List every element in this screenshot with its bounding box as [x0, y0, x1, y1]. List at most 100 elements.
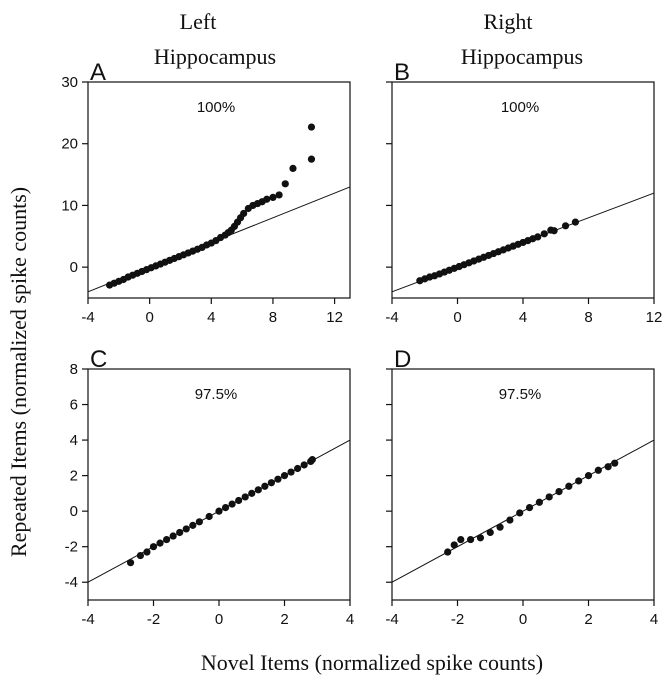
panel-c-point: [228, 500, 236, 508]
panel-d-x-tick-label: -2: [451, 611, 464, 628]
panel-d-point: [496, 523, 504, 531]
panel-c-point: [300, 461, 308, 469]
panel-c-point: [215, 507, 223, 515]
panel-c-point: [235, 496, 243, 505]
panel-c-x-tick-label: 2: [280, 611, 288, 628]
panel-c-point: [287, 468, 295, 476]
panel-a-x-tick-label: 0: [145, 309, 153, 326]
panel-c-point: [189, 521, 197, 529]
panel-d-point: [555, 488, 563, 496]
panel-a-x-tick-label: 8: [269, 309, 277, 326]
panel-c-y-tick-label: 0: [70, 503, 78, 520]
panel-c-point: [149, 543, 158, 551]
panel-a-x-tick-label: 12: [326, 309, 343, 326]
panel-c-point: [182, 525, 190, 533]
panel-d-point: [575, 477, 583, 485]
panel-c-point: [248, 489, 256, 497]
panel-b-x-tick-label: 8: [584, 309, 592, 326]
panel-d-point: [467, 535, 475, 544]
panel-c-point: [308, 456, 316, 464]
panel-d-point: [611, 459, 619, 467]
panel-a-point: [281, 180, 289, 188]
panel-c-y-tick-label: -4: [65, 574, 78, 591]
panel-d-point: [476, 534, 485, 542]
right-column-title-line1: Right: [484, 9, 533, 34]
panel-b-x-tick-label: 12: [646, 309, 663, 326]
panel-d-letter: D: [394, 346, 411, 373]
right-column-title-line2: Hippocampus: [461, 44, 583, 69]
panel-c-point: [261, 482, 269, 490]
panel-d-point: [584, 472, 593, 480]
panel-a-x-tick-label: -4: [81, 309, 94, 326]
panel-c-letter: C: [90, 346, 107, 373]
panel-c-y-tick-label: 4: [70, 432, 78, 449]
panel-c-point: [126, 559, 135, 567]
panel-d-point: [545, 493, 553, 501]
panel-b-point: [534, 233, 542, 241]
panel-a-point: [263, 195, 271, 203]
panel-b-x-tick-label: 0: [453, 309, 461, 326]
panel-a-point: [307, 123, 316, 131]
panel-d-point: [516, 509, 524, 517]
x-axis-title: Novel Items (normalized spike counts): [201, 650, 543, 675]
panel-c-point: [254, 486, 262, 494]
panel-c-y-tick-label: 8: [70, 361, 78, 378]
panel-c-point: [195, 518, 203, 526]
panel-d-point: [486, 528, 494, 537]
panel-a-point: [275, 191, 283, 199]
panel-b-annotation: 100%: [501, 99, 539, 116]
panel-c-x-tick-label: -4: [81, 611, 94, 628]
panel-c-y-tick-label: -2: [65, 539, 78, 556]
panel-c-point: [221, 504, 230, 512]
panel-a-annotation: 100%: [197, 99, 235, 116]
panel-d-point: [535, 498, 543, 506]
panel-d-point: [565, 482, 573, 490]
panel-a-y-tick-label: 20: [61, 136, 78, 153]
panel-c-y-tick-label: 2: [70, 468, 78, 485]
panel-d-point: [457, 535, 465, 544]
panel-d-x-tick-label: 4: [650, 611, 658, 628]
panel-b-point: [571, 218, 580, 226]
left-column-title-line2: Hippocampus: [154, 44, 276, 69]
panel-d-x-tick-label: -4: [385, 611, 398, 628]
panel-a-y-tick-label: 30: [61, 74, 78, 91]
panel-a: -4 0 4 8 12 0 10 20 30 A 100%: [61, 59, 351, 326]
panel-c-point: [156, 539, 164, 547]
panel-d-x-tick-label: 2: [584, 611, 592, 628]
panel-d-point: [525, 504, 534, 512]
panel-d-point: [444, 548, 452, 556]
panel-c-point: [267, 479, 275, 487]
panel-c-point: [274, 475, 282, 483]
panel-c-frame: [87, 368, 351, 601]
panel-d-x-tick-label: 0: [519, 611, 527, 628]
panel-c-point: [205, 512, 213, 521]
y-axis-title: Repeated Items (normalized spike counts): [6, 187, 31, 557]
panel-a-point: [269, 193, 277, 202]
panel-c-point: [241, 493, 249, 501]
panel-b: -4 0 4 8 12 B 100%: [385, 59, 662, 326]
panel-b-letter: B: [394, 59, 410, 86]
panel-d-point: [594, 466, 602, 474]
panel-c-point: [294, 464, 302, 473]
panel-d: -4 -2 0 2 4 D 97.5%: [385, 346, 658, 628]
panel-d-annotation: 97.5%: [499, 386, 542, 403]
panel-c-x-tick-label: 4: [346, 611, 354, 628]
panel-d-frame: [391, 368, 655, 601]
panel-a-letter: A: [90, 59, 106, 86]
panel-c-point: [136, 551, 144, 560]
panel-c-y-tick-label: 6: [70, 397, 78, 414]
panel-c-point: [280, 472, 289, 480]
panel-d-reference-line: [391, 439, 655, 583]
panel-a-point: [240, 209, 248, 218]
panel-a-point: [307, 155, 316, 163]
panel-a-frame: [87, 81, 351, 299]
panel-c-x-tick-label: -2: [147, 611, 160, 628]
panel-b-x-tick-label: -4: [385, 309, 398, 326]
panel-a-y-tick-label: 10: [61, 197, 78, 214]
panel-a-x-tick-label: 4: [207, 309, 215, 326]
panel-c: -4 -2 0 2 4 -4 -2 0 2 4 6 8 C 97.5%: [65, 346, 355, 628]
panel-c-point: [163, 535, 171, 544]
panel-a-point: [289, 164, 297, 172]
